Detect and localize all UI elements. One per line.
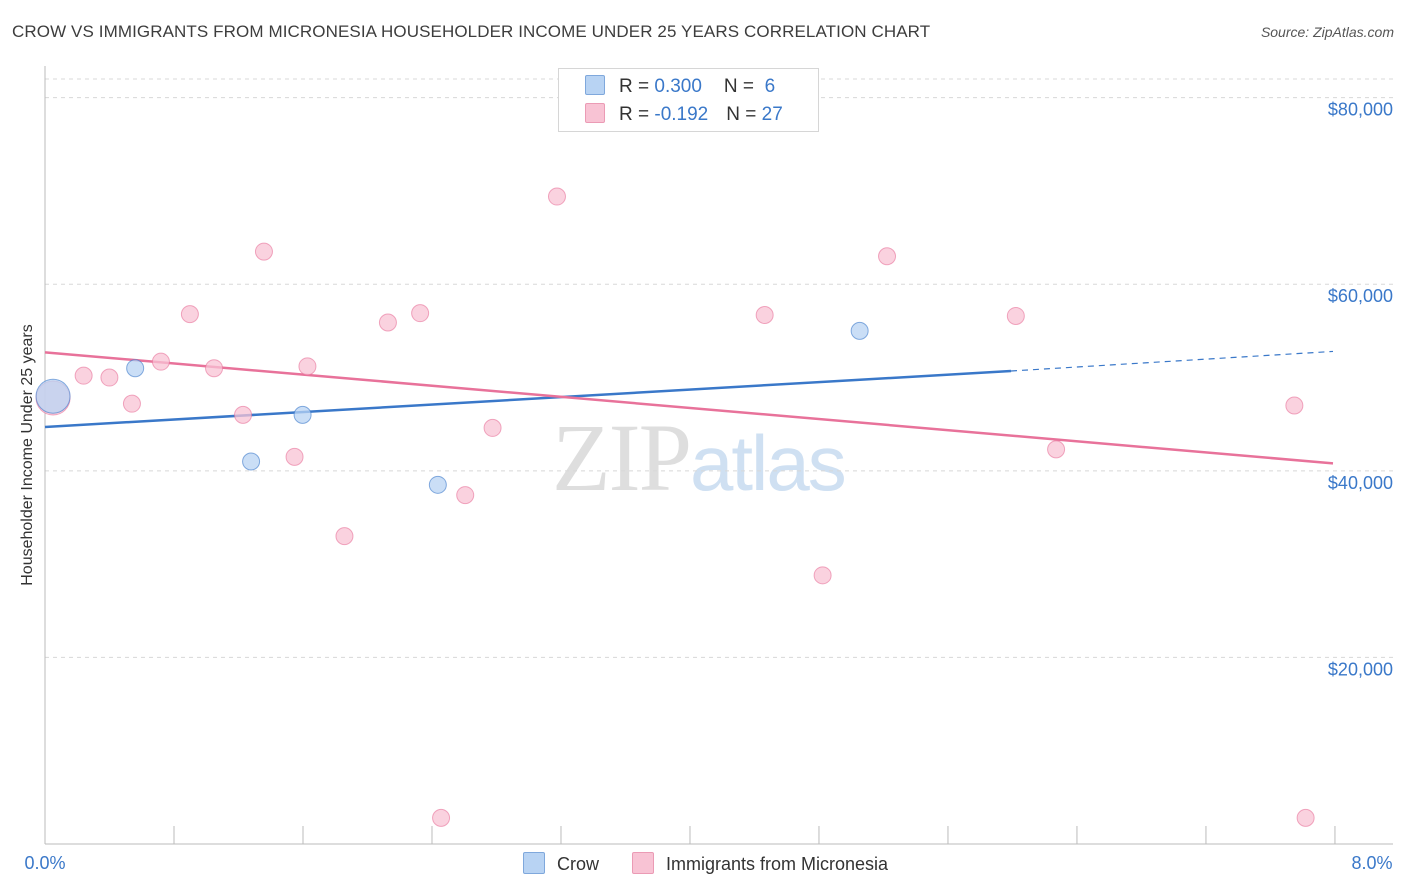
micronesia-point — [151, 352, 170, 371]
legend-row-crow: R = 0.300 N = 6 — [585, 75, 775, 98]
x-tick-label: 0.0% — [24, 853, 65, 873]
micronesia-point — [335, 527, 354, 546]
micronesia-point — [285, 447, 304, 466]
micronesia-point — [122, 394, 141, 413]
y-tick-label: $40,000 — [1328, 473, 1393, 493]
micronesia-point — [298, 357, 317, 376]
crow-point — [242, 452, 261, 471]
crow-trend-extension — [1010, 350, 1334, 372]
micronesia-point — [205, 359, 224, 378]
watermark: ZIPatlas — [552, 404, 847, 511]
micronesia-trend-line — [44, 351, 1334, 465]
y-tick-label: $60,000 — [1328, 286, 1393, 306]
y-tick-label: $20,000 — [1328, 659, 1393, 679]
crow-legend-swatch — [523, 852, 545, 874]
y-tick-label: $80,000 — [1328, 100, 1393, 120]
micronesia-point — [74, 366, 93, 385]
micronesia-swatch — [585, 103, 605, 123]
micronesia-point — [100, 368, 119, 387]
micronesia-point — [1285, 396, 1304, 415]
source-label: Source: ZipAtlas.com — [1260, 24, 1394, 40]
micronesia-point — [1047, 440, 1066, 459]
crow-point — [850, 321, 869, 340]
micronesia-point — [547, 187, 566, 206]
crow-point — [293, 405, 312, 424]
legend-row-micronesia: R = -0.192 N = 27 — [585, 103, 783, 126]
micronesia-point — [878, 247, 897, 266]
crow-trend-line — [44, 369, 1012, 429]
micronesia-point — [234, 405, 253, 424]
crow-point — [126, 359, 145, 378]
stats-legend: R = 0.300 N = 6 R = -0.192 N = 27 — [558, 68, 819, 132]
legend-item-micronesia: Immigrants from Micronesia — [632, 852, 888, 875]
crow-legend-label: Crow — [557, 854, 600, 874]
micronesia-point — [1296, 808, 1315, 827]
legend-item-crow: Crow — [523, 852, 599, 875]
micronesia-point — [1006, 306, 1025, 325]
micronesia-point — [180, 305, 199, 324]
y-axis-label: Householder Income Under 25 years — [19, 324, 36, 586]
micronesia-point — [432, 808, 451, 827]
micronesia-point — [254, 242, 273, 261]
micronesia-legend-label: Immigrants from Micronesia — [666, 854, 889, 874]
chart-title: CROW VS IMMIGRANTS FROM MICRONESIA HOUSE… — [12, 22, 931, 41]
crow-swatch — [585, 75, 605, 95]
micronesia-point — [411, 304, 430, 323]
micronesia-point — [483, 418, 502, 437]
crow-point — [35, 378, 71, 414]
micronesia-legend-swatch — [632, 852, 654, 874]
micronesia-point — [755, 306, 774, 325]
micronesia-point — [456, 486, 475, 505]
micronesia-point — [378, 313, 397, 332]
crow-point — [428, 475, 447, 494]
micronesia-point — [813, 566, 832, 585]
x-tick-label: 8.0% — [1351, 853, 1392, 873]
